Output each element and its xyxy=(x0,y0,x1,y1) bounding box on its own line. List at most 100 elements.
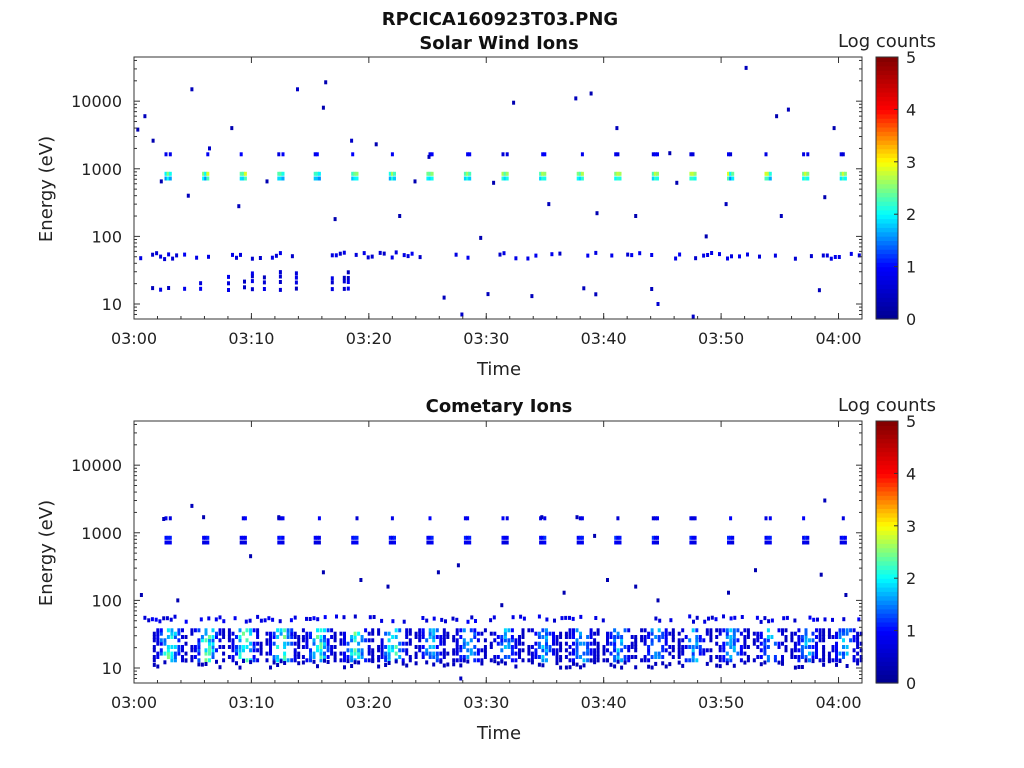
colorbar-step xyxy=(876,240,898,246)
scatter-cell xyxy=(277,515,281,520)
colorbar-step xyxy=(876,275,898,281)
low-energy-cell xyxy=(387,658,391,663)
low-energy-cell xyxy=(559,665,563,670)
low-energy-cell xyxy=(527,648,531,653)
scatter-cell xyxy=(460,312,464,317)
low-energy-cell xyxy=(859,641,863,646)
low-energy-cell xyxy=(552,631,555,636)
low-energy-cell xyxy=(190,648,194,653)
scatter-cell xyxy=(350,138,354,143)
low-energy-cell xyxy=(541,663,545,668)
colorbar-step xyxy=(876,292,898,298)
low-energy-cell xyxy=(380,655,384,659)
low-energy-cell xyxy=(343,631,346,636)
low-energy-cell xyxy=(159,631,163,636)
low-energy-cell xyxy=(821,253,825,258)
low-energy-cell xyxy=(545,648,548,653)
low-energy-cell xyxy=(677,648,681,653)
low-energy-cell xyxy=(681,638,685,643)
low-energy-cell xyxy=(856,631,860,636)
band-cell xyxy=(505,152,509,157)
low-energy-cell xyxy=(575,641,579,646)
colorbar-tick-label: 0 xyxy=(906,674,916,693)
low-energy-cell xyxy=(613,664,617,669)
low-energy-cell xyxy=(342,286,346,291)
low-energy-cell xyxy=(650,641,654,646)
low-energy-cell xyxy=(204,638,208,643)
band-cell xyxy=(501,152,505,157)
low-energy-cell xyxy=(552,648,555,653)
low-energy-cell xyxy=(394,250,398,255)
low-energy-cell xyxy=(797,655,801,659)
low-energy-cell xyxy=(763,645,767,649)
low-energy-cell xyxy=(838,659,842,663)
band-cell xyxy=(614,152,618,157)
low-energy-cell xyxy=(518,638,521,643)
low-energy-cell xyxy=(432,645,436,649)
low-energy-cell xyxy=(845,628,849,633)
low-energy-cell xyxy=(781,641,784,646)
heatmap-area[interactable]: 03:00 03:10 03:20 03:30 03:40 03:50 04:0010100… xyxy=(71,420,863,712)
low-energy-cell xyxy=(545,658,548,663)
low-energy-cell xyxy=(793,655,797,659)
low-energy-cell xyxy=(777,641,781,646)
low-energy-cell xyxy=(518,648,521,653)
low-energy-cell xyxy=(489,631,493,636)
heatmap-area[interactable]: 03:00 03:10 03:20 03:30 03:40 03:50 04:0010100… xyxy=(71,56,863,348)
low-energy-cell xyxy=(671,648,675,653)
low-energy-cell xyxy=(357,655,361,659)
y-tick-label: 10000 xyxy=(71,92,122,111)
low-energy-cell xyxy=(452,662,456,667)
low-energy-cell xyxy=(647,651,651,656)
low-energy-cell xyxy=(410,251,414,256)
low-energy-cell xyxy=(279,631,283,636)
band-cell xyxy=(426,171,430,176)
scatter-cell xyxy=(675,180,679,185)
band-cell xyxy=(317,535,321,540)
low-energy-cell xyxy=(184,619,188,624)
band-cell xyxy=(539,540,543,545)
low-energy-cell xyxy=(380,641,384,646)
low-energy-cell xyxy=(671,645,675,649)
low-energy-cell xyxy=(183,252,187,257)
low-energy-cell xyxy=(845,645,849,649)
band-cell xyxy=(164,171,168,176)
band-cell xyxy=(355,535,359,540)
low-energy-cell xyxy=(630,655,634,659)
colorbar-step xyxy=(876,613,898,619)
band-cell xyxy=(315,152,319,157)
colorbar-tick-label: 3 xyxy=(906,517,916,536)
low-energy-cell xyxy=(163,660,167,665)
low-energy-cell xyxy=(350,638,354,643)
low-energy-cell xyxy=(452,638,456,643)
low-energy-cell xyxy=(496,655,500,659)
low-energy-cell xyxy=(827,635,831,639)
low-energy-cell xyxy=(250,287,254,292)
band-cell xyxy=(543,540,547,545)
low-energy-cell xyxy=(739,651,743,656)
colorbar-step xyxy=(876,530,898,536)
colorbar-step xyxy=(876,495,898,501)
colorbar-step xyxy=(876,652,898,658)
low-energy-cell xyxy=(559,645,563,649)
low-energy-cell xyxy=(606,641,609,646)
low-energy-cell xyxy=(418,628,422,633)
low-energy-cell xyxy=(725,641,729,646)
low-energy-cell xyxy=(756,645,760,649)
low-energy-cell xyxy=(627,628,631,633)
low-energy-cell xyxy=(664,664,668,669)
low-energy-cell xyxy=(276,658,280,663)
low-energy-cell xyxy=(797,628,801,633)
low-energy-cell xyxy=(377,658,381,663)
band-cell xyxy=(164,540,168,545)
low-energy-cell xyxy=(239,252,242,257)
colorbar-step xyxy=(876,118,898,124)
low-energy-cell xyxy=(845,664,849,668)
low-energy-cell xyxy=(166,635,170,639)
low-energy-cell xyxy=(171,256,175,261)
band-cell xyxy=(168,152,172,157)
low-energy-cell xyxy=(211,641,215,646)
cometary-panel: Cometary Ions 03:00 03:10 03:20 03:30 03:40 0… xyxy=(36,395,936,744)
low-energy-cell xyxy=(800,648,804,653)
band-cell xyxy=(353,540,357,545)
